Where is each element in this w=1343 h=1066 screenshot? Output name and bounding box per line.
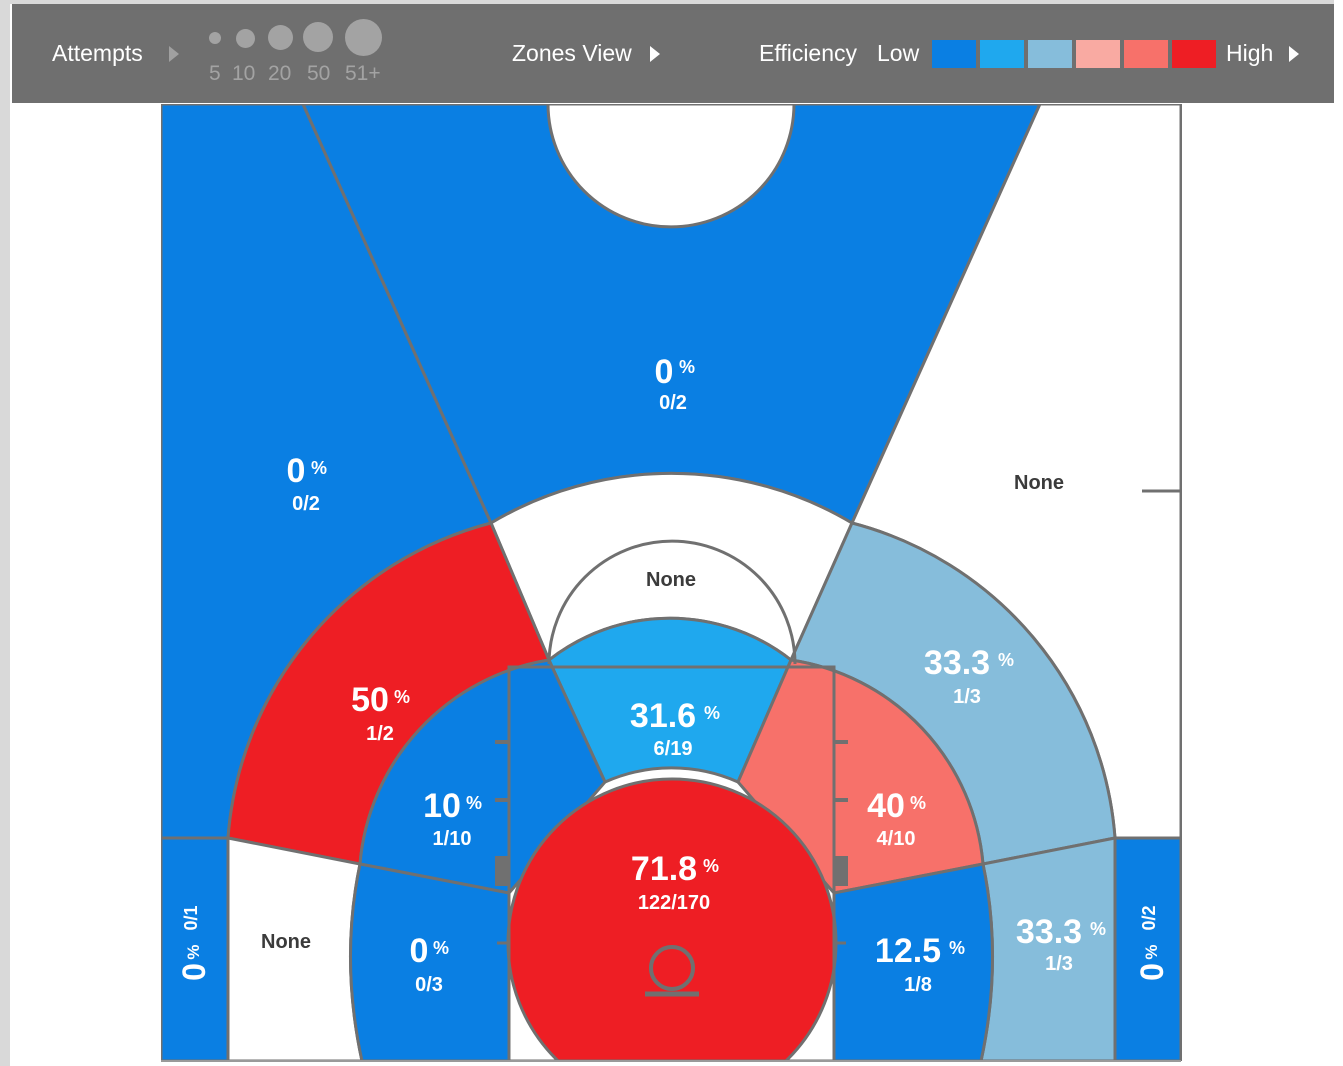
zone-none-label: None (1014, 472, 1064, 494)
efficiency-swatch-5 (1124, 40, 1168, 68)
zone-attempts-label: 1/2 (366, 723, 394, 745)
percent-sign: % (394, 687, 410, 707)
zone-pct-label: 33.3 (924, 644, 990, 682)
zone-pct-label: 0 (287, 452, 306, 490)
zone-pct-label: 71.8 (631, 850, 697, 888)
zone-attempts-label: 0/1 (181, 905, 201, 930)
attempts-menu-arrow-icon[interactable] (169, 46, 179, 62)
zone-none-label: None (261, 931, 311, 953)
efficiency-label: Efficiency (759, 40, 858, 66)
zone-mid-left-wing[interactable] (358, 658, 607, 895)
zone-pct-label: 0 (655, 353, 674, 391)
zone-pct-label: 0 (176, 963, 212, 981)
efficiency-low-label: Low (877, 40, 920, 66)
zone-pct-label: 33.3 (1016, 913, 1082, 951)
zones-view-arrow-icon[interactable] (650, 46, 660, 62)
size-legend-label: 50 (307, 62, 331, 85)
percent-sign: % (466, 793, 482, 813)
percent-sign: % (703, 856, 719, 876)
size-legend-label: 20 (268, 62, 292, 85)
percent-sign: % (311, 458, 327, 478)
zone-attempts-label: 4/10 (877, 828, 916, 850)
free-throw-arc (547, 539, 797, 665)
size-legend-label: 5 (209, 62, 221, 85)
window-top-border (0, 0, 1343, 4)
zone-attempts-label: 1/3 (1045, 953, 1073, 975)
size-legend-dot-10 (236, 29, 255, 48)
zone-attempts-label: 1/3 (953, 686, 981, 708)
center-circle (546, 104, 796, 229)
efficiency-swatch-2 (980, 40, 1024, 68)
efficiency-swatch-3 (1028, 40, 1072, 68)
percent-sign: % (184, 944, 203, 959)
efficiency-high-label: High (1226, 40, 1274, 66)
efficiency-swatch-1 (932, 40, 976, 68)
size-legend-dot-50 (303, 22, 333, 52)
efficiency-swatch-4 (1076, 40, 1120, 68)
zone-paint-top[interactable] (547, 616, 793, 784)
zone-attempts-label: 0/3 (415, 974, 443, 996)
zone-attempts-label: 0/2 (292, 493, 320, 515)
zones-view-toggle-label[interactable]: Zones View (512, 40, 632, 66)
percent-sign: % (910, 793, 926, 813)
percent-sign: % (679, 357, 695, 377)
attempts-menu-label[interactable]: Attempts (52, 40, 143, 66)
zone-attempts-label: 0/2 (659, 392, 687, 414)
lane-block (834, 856, 848, 886)
zone-baseline-mid-left[interactable] (348, 862, 511, 1061)
window-right-margin (1334, 0, 1343, 1066)
zone-attempts-label: 1/8 (904, 974, 932, 996)
size-legend-dot-5 (209, 32, 221, 44)
size-legend-dot-20 (268, 25, 293, 50)
percent-sign: % (998, 650, 1014, 670)
zone-pct-label: 12.5 (875, 932, 941, 970)
percent-sign: % (949, 938, 965, 958)
efficiency-swatch-6 (1172, 40, 1216, 68)
size-legend-label: 51+ (345, 62, 381, 85)
zone-attempts-label: 6/19 (654, 738, 693, 760)
percent-sign: % (704, 703, 720, 723)
zone-pct-label: 50 (351, 681, 389, 719)
zone-pct-label: 31.6 (630, 697, 696, 735)
window-left-border (0, 0, 10, 1066)
zone-pct-label: 0 (410, 932, 429, 970)
zone-none-label: None (646, 569, 696, 591)
size-legend-dot-51plus (345, 19, 382, 56)
zone-mid-right-wing[interactable] (736, 658, 985, 895)
zone-attempts-label: 0/2 (1139, 905, 1159, 930)
zone-pct-label: 10 (423, 787, 461, 825)
zone-attempts-label: 122/170 (638, 892, 710, 914)
lane-block (495, 856, 509, 886)
zone-attempts-label: 1/10 (433, 828, 472, 850)
chart-toolbar: Attempts 5 10 20 50 51+ Zones View Effic… (12, 4, 1334, 103)
zone-pct-label: 40 (867, 787, 905, 825)
size-legend-label: 10 (232, 62, 256, 85)
zone-pct-label: 0 (1134, 963, 1170, 981)
percent-sign: % (1090, 919, 1106, 939)
efficiency-menu-arrow-icon[interactable] (1289, 46, 1299, 62)
hoop-rim (649, 945, 695, 991)
percent-sign: % (433, 938, 449, 958)
percent-sign: % (1142, 944, 1161, 959)
